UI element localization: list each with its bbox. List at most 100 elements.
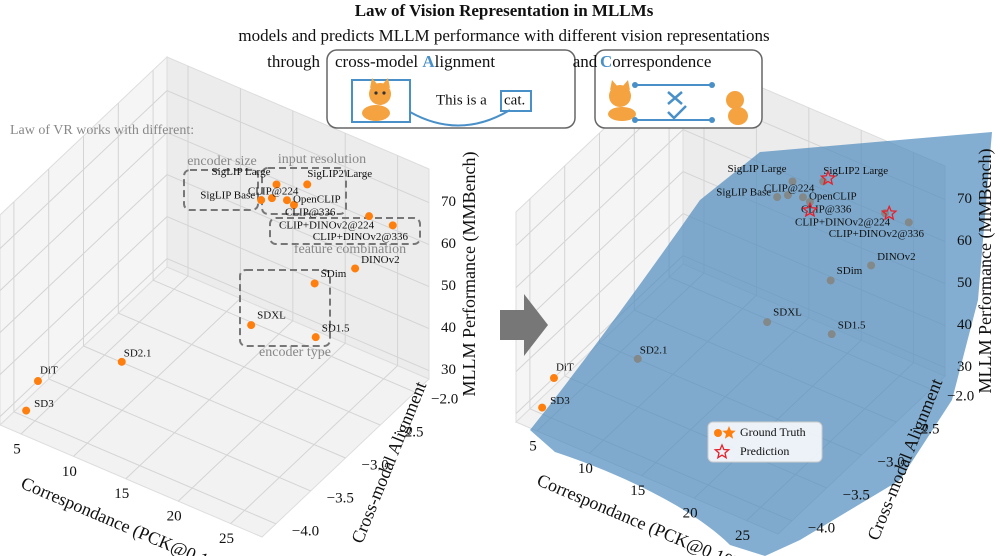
grid-line (48, 168, 311, 492)
z-tick-label: 70 (957, 191, 972, 207)
point-label: DiT (40, 365, 58, 377)
alignment-pre: cross-model (335, 52, 422, 71)
y-tick-label: −4.0 (292, 523, 319, 539)
z-tick-label: 50 (441, 278, 456, 294)
data-point (303, 180, 312, 189)
caption-text: This is a (436, 92, 487, 108)
x-tick-label: 25 (219, 531, 234, 547)
point-label: DiT (556, 362, 574, 374)
point-label: SigLIP Large (212, 166, 271, 178)
labels-layer: 5 10 15 20 25 −4.0 −3.5 −3.0 −2.5 −2.0 30 40 50 60 70 C… (10, 123, 996, 556)
point-label: SDim (837, 265, 863, 277)
point-label: SD3 (550, 395, 570, 407)
x-tick-label: 5 (529, 438, 537, 454)
link-arrow (409, 109, 511, 127)
grid-line (0, 174, 430, 333)
point-label: SD2.1 (124, 347, 152, 359)
data-point (351, 264, 360, 273)
z-tick-label: 50 (957, 275, 972, 291)
point-label: SigLIP Large (728, 163, 787, 175)
z-tick-label: 30 (441, 362, 456, 378)
y-tick-label: −3.5 (327, 490, 354, 506)
alignment-rest: lignment (435, 52, 496, 71)
correspondence-initial: C (600, 52, 612, 71)
z-tick-label: 30 (957, 359, 972, 375)
cat-pair-icon (608, 80, 748, 125)
point-label: SigLIP2 Large (823, 165, 888, 177)
caption-word: cat. (504, 92, 525, 108)
point-label: SDim (321, 268, 347, 280)
grid-line (0, 90, 430, 249)
data-point (282, 196, 291, 205)
data-point (549, 374, 558, 383)
point-label: SigLIP Base (200, 190, 255, 202)
annotation: encoder size (187, 154, 257, 169)
grid-line (0, 258, 430, 417)
correspondence-label: Correspondence (600, 52, 711, 71)
y-tick-label: −3.0 (362, 457, 389, 473)
point-label: CLIP@224 (248, 186, 299, 198)
grid-line (117, 103, 381, 426)
x-tick-label: 5 (13, 441, 21, 457)
prediction-point (819, 169, 837, 186)
grid-line (0, 132, 430, 291)
data-point (22, 406, 31, 415)
z-tick-label: 40 (957, 317, 972, 333)
y-tick-label: −2.5 (912, 422, 939, 438)
correspondence-rest: orrespondence (612, 52, 711, 71)
data-point (247, 321, 256, 330)
data-point (289, 200, 298, 209)
data-point (272, 180, 281, 189)
data-point (267, 194, 276, 203)
point-label: SDXL (257, 310, 286, 322)
z-tick-label: 60 (441, 236, 456, 252)
legend-marker (714, 429, 722, 437)
x-tick-label: 15 (114, 486, 129, 502)
x-tick-label: 10 (62, 464, 77, 480)
data-point (310, 279, 319, 288)
point-label: DINOv2 (361, 254, 400, 266)
prediction-point (801, 201, 819, 218)
z-axis-label: MLLM Performance (MMBench) (459, 152, 480, 397)
cat-icon (351, 78, 411, 123)
point-label: CLIP+DINOv2@224 (279, 220, 375, 232)
alignment-label: cross-model Alignment (335, 52, 495, 71)
point-label: CLIP@336 (285, 206, 336, 218)
point-label: SD2.1 (640, 344, 668, 356)
point-label: OpenCLIP (809, 191, 857, 203)
predicted-surface (530, 132, 992, 556)
annotation-boxes (183, 167, 421, 347)
point-label: DINOv2 (877, 251, 916, 263)
y-tick-label: −3.0 (878, 454, 905, 470)
subtitle-through: through (267, 52, 320, 71)
alignment-initial: A (422, 52, 435, 71)
annotation: Law of VR works with different: (10, 123, 194, 138)
grid-line (152, 70, 416, 393)
grid-line (0, 216, 430, 375)
point-label: SD1.5 (838, 320, 866, 332)
point-label: SD3 (34, 398, 54, 410)
x-tick-label: 20 (167, 509, 182, 525)
annotation: encoder type (259, 345, 331, 360)
point-label: SigLIP Base (716, 187, 771, 199)
subtitle: models and predicts MLLM performance wit… (238, 26, 769, 45)
data-point (365, 212, 374, 221)
legend-marker (722, 426, 736, 439)
transition-arrow (500, 294, 548, 356)
x-tick-label: 15 (630, 483, 645, 499)
caption-box (500, 90, 532, 112)
y-tick-label: −2.0 (947, 389, 974, 405)
data-point (311, 333, 320, 342)
grid-line (83, 136, 346, 459)
z-tick-label: 60 (957, 233, 972, 249)
y-tick-label: −2.0 (431, 392, 458, 408)
grid-line (13, 201, 277, 525)
point-label: SigLIP2 Large (307, 168, 372, 180)
correspondence-callout (594, 49, 763, 129)
data-point (257, 196, 266, 205)
y-tick-label: −4.0 (808, 520, 835, 536)
point-label: SDXL (773, 307, 802, 319)
point-label: CLIP+DINOv2@224 (795, 217, 891, 229)
point-label: OpenCLIP (293, 194, 341, 206)
legend-label: Prediction (740, 444, 789, 458)
